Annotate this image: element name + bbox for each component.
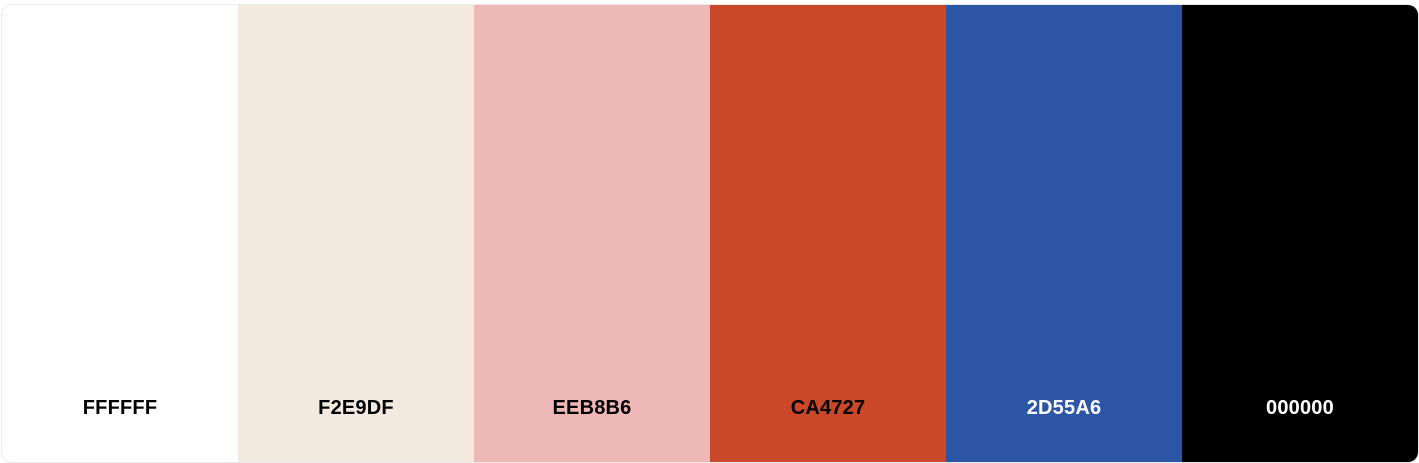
color-palette: FFFFFF F2E9DF EEB8B6 CA4727 2D55A6 00000…: [2, 5, 1418, 462]
swatch-hex-label: CA4727: [790, 397, 866, 419]
color-swatch-000000[interactable]: 000000: [1182, 5, 1418, 462]
swatch-hex-label: 000000: [1266, 397, 1334, 419]
color-swatch-2d55a6[interactable]: 2D55A6: [946, 5, 1182, 462]
color-swatch-ca4727[interactable]: CA4727: [710, 5, 946, 462]
swatch-hex-label: F2E9DF: [318, 397, 394, 419]
swatch-hex-label: EEB8B6: [552, 397, 632, 419]
swatch-hex-label: 2D55A6: [1026, 397, 1102, 419]
color-swatch-ffffff[interactable]: FFFFFF: [2, 5, 238, 462]
color-swatch-f2e9df[interactable]: F2E9DF: [238, 5, 474, 462]
swatch-hex-label: FFFFFF: [82, 397, 158, 419]
color-swatch-eeb8b6[interactable]: EEB8B6: [474, 5, 710, 462]
